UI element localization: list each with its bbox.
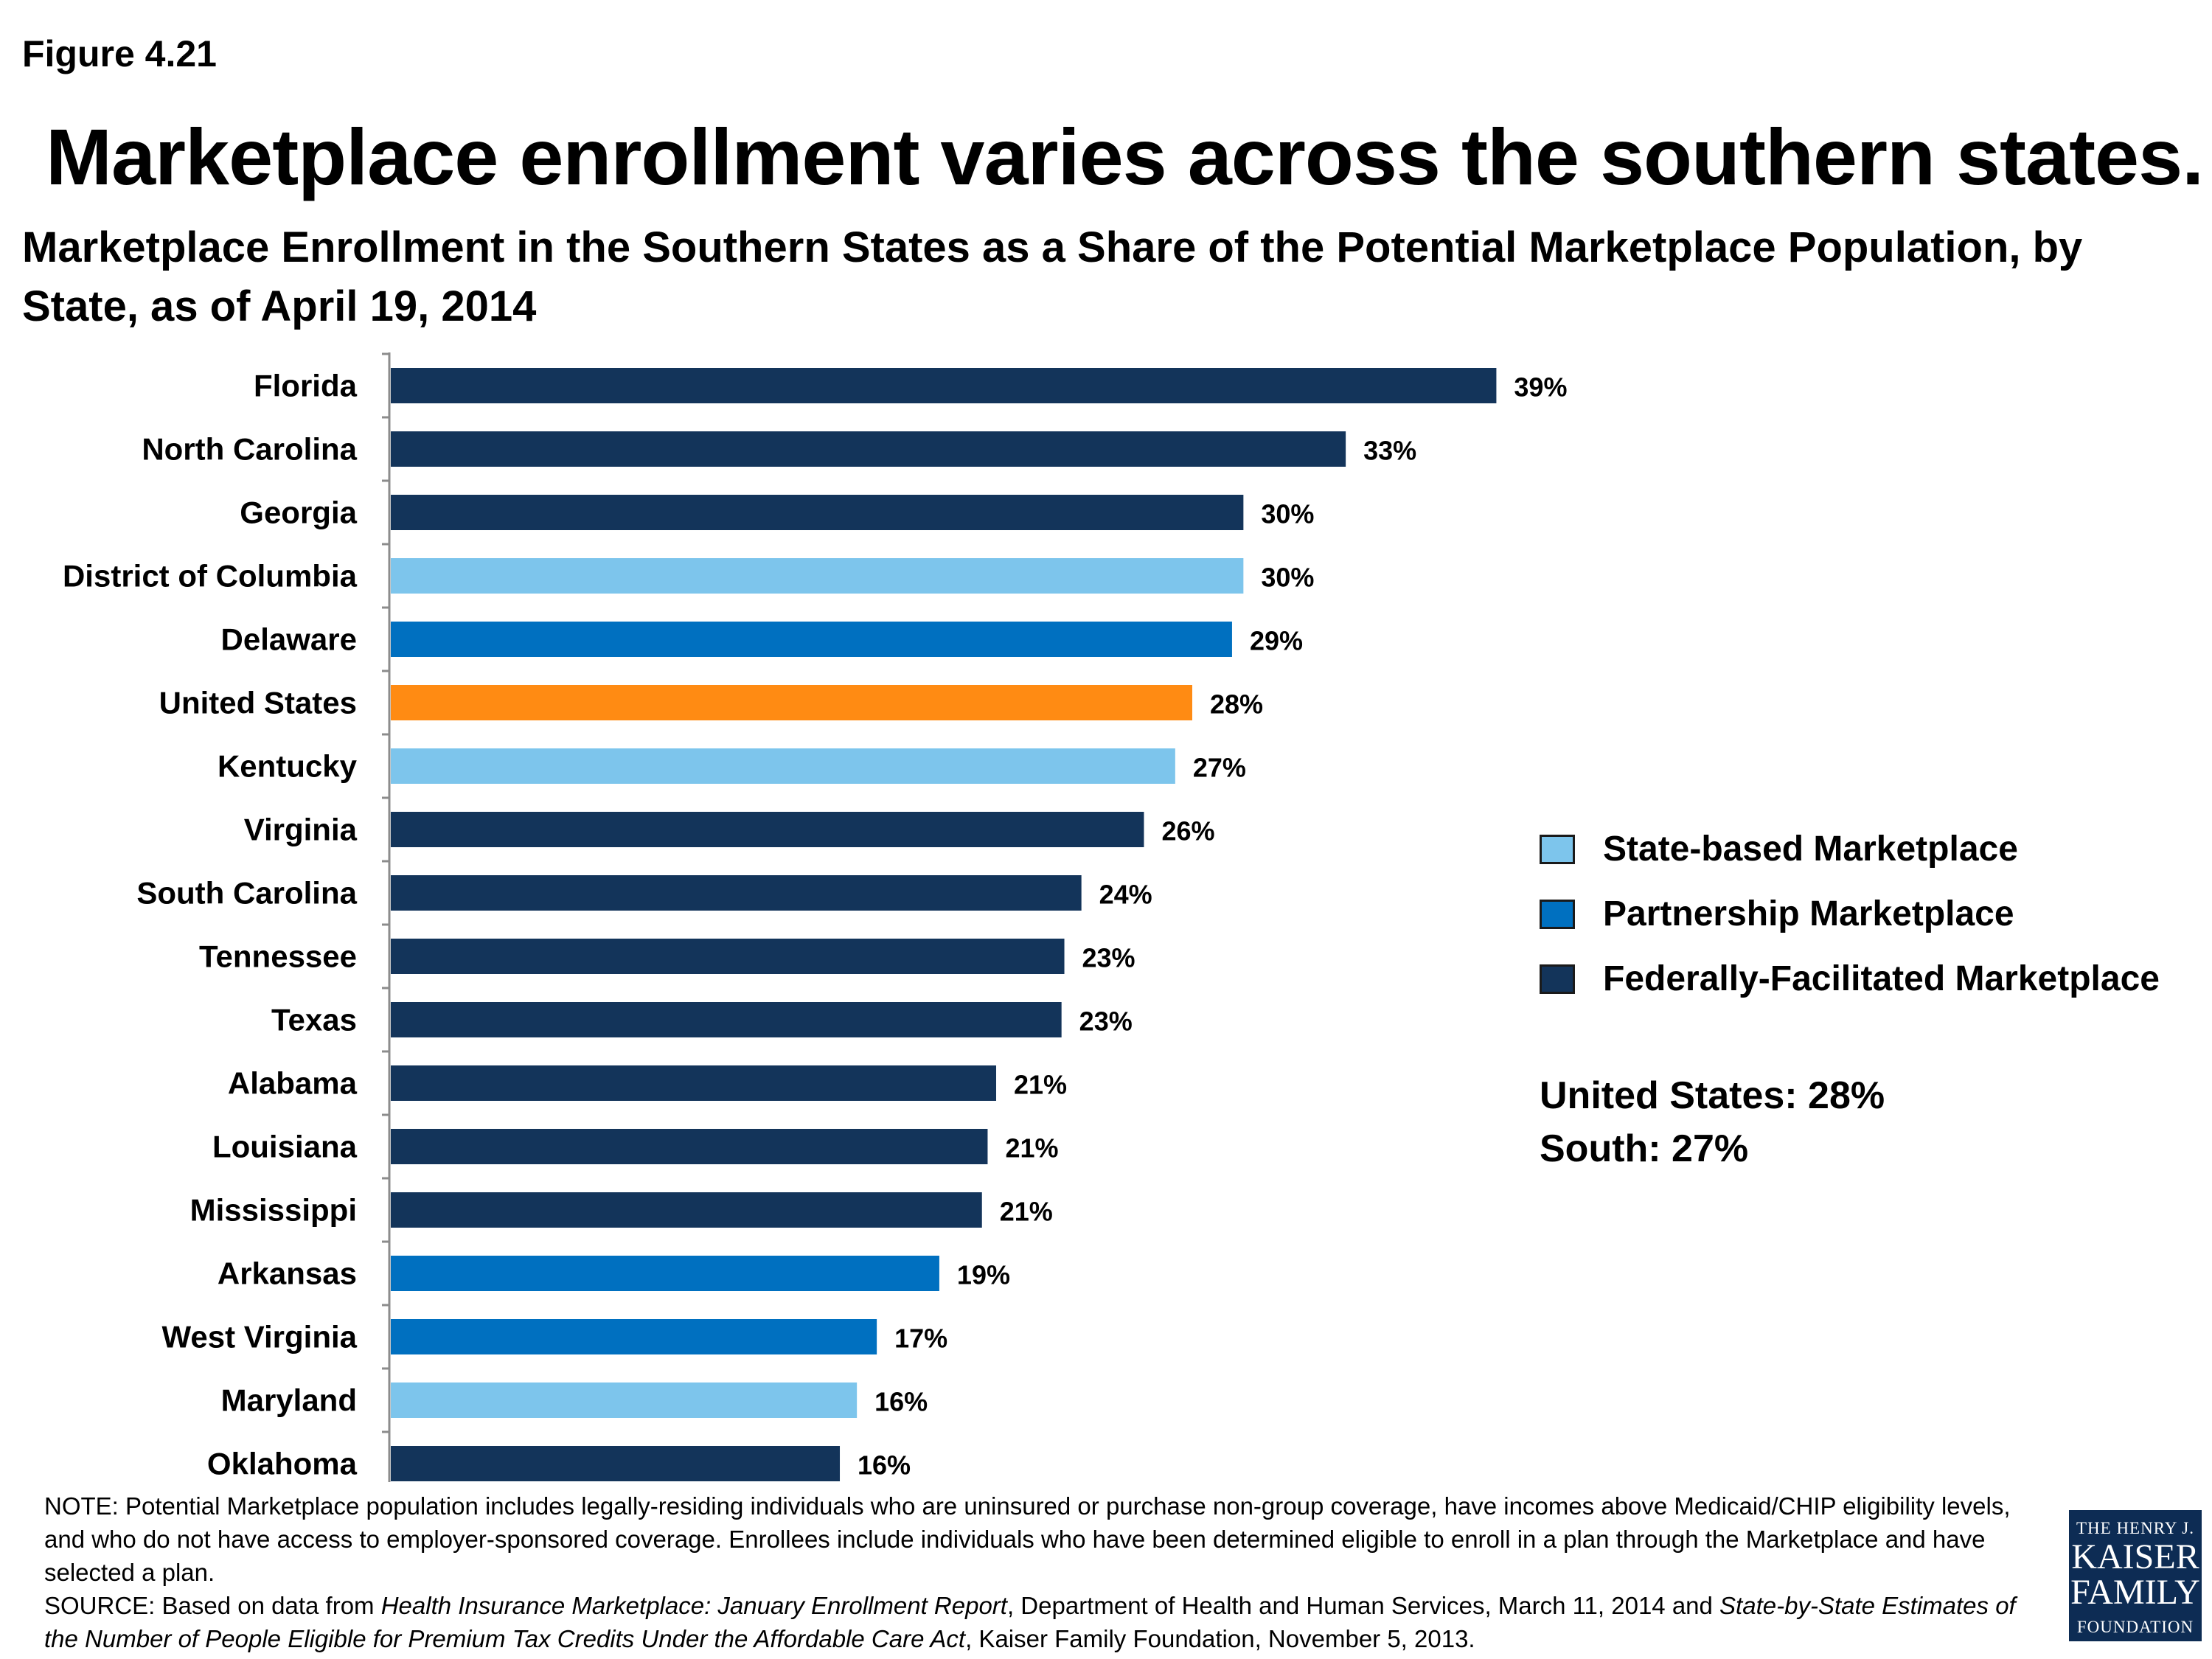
bar-virginia	[391, 812, 1144, 847]
bar-north-carolina	[391, 431, 1346, 467]
category-label-west-virginia: West Virginia	[161, 1320, 357, 1354]
category-label-tennessee: Tennessee	[199, 939, 357, 974]
bar-west-virginia	[391, 1319, 877, 1354]
legend-label-federal: Federally-Facilitated Marketplace	[1603, 959, 2160, 998]
bar-south-carolina	[391, 875, 1082, 911]
data-label-oklahoma: 16%	[858, 1450, 911, 1481]
headline: Marketplace enrollment varies across the…	[46, 112, 2204, 201]
bar-texas	[391, 1002, 1062, 1037]
category-label-maryland: Maryland	[221, 1383, 357, 1418]
data-label-texas: 23%	[1079, 1006, 1133, 1037]
data-label-maryland: 16%	[874, 1387, 928, 1417]
data-label-north-carolina: 33%	[1363, 436, 1416, 466]
data-label-mississippi: 21%	[1000, 1197, 1053, 1227]
data-label-delaware: 29%	[1250, 626, 1303, 656]
legend-label-partnership: Partnership Marketplace	[1603, 894, 2014, 933]
bar-district-of-columbia	[391, 558, 1244, 594]
category-label-louisiana: Louisiana	[212, 1130, 358, 1164]
source-note: NOTE: Potential Marketplace population i…	[44, 1489, 2035, 1655]
category-label-alabama: Alabama	[228, 1066, 358, 1101]
data-label-kentucky: 27%	[1193, 753, 1246, 783]
kff-logo: THE HENRY J. KAISER FAMILY FOUNDATION	[2069, 1510, 2202, 1641]
data-label-florida: 39%	[1514, 372, 1567, 403]
summary-box: United States: 28% South: 27%	[1540, 1069, 1885, 1175]
category-label-kentucky: Kentucky	[218, 749, 358, 784]
bar-georgia	[391, 495, 1244, 530]
data-label-alabama: 21%	[1014, 1070, 1067, 1100]
chart-title: Marketplace Enrollment in the Southern S…	[22, 223, 2083, 330]
bar-maryland	[391, 1382, 858, 1418]
summary-south: South: 27%	[1540, 1127, 1749, 1170]
legend-label-state-based: State-based Marketplace	[1603, 830, 2018, 869]
data-label-georgia: 30%	[1261, 499, 1314, 529]
note-text: NOTE: Potential Marketplace population i…	[44, 1492, 2011, 1586]
bar-kentucky	[391, 748, 1175, 784]
figure-label: Figure 4.21	[22, 33, 217, 74]
category-label-arkansas: Arkansas	[218, 1256, 357, 1291]
legend-swatch-state-based	[1540, 835, 1575, 864]
bar-chart: Florida 39% North Carolina 33% Georgia 30% Dis…	[63, 352, 1567, 1482]
bar-united-states	[391, 685, 1192, 720]
source-text: SOURCE: Based on data from Health Insura…	[44, 1592, 2016, 1652]
data-label-arkansas: 19%	[957, 1260, 1010, 1290]
category-label-georgia: Georgia	[240, 495, 357, 530]
category-label-north-carolina: North Carolina	[142, 432, 357, 467]
data-label-united-states: 28%	[1210, 689, 1263, 720]
bar-louisiana	[391, 1129, 988, 1164]
bar-alabama	[391, 1065, 997, 1101]
summary-us: United States: 28%	[1540, 1074, 1885, 1117]
bar-florida	[391, 368, 1497, 403]
data-label-south-carolina: 24%	[1099, 880, 1152, 910]
data-label-louisiana: 21%	[1005, 1133, 1058, 1164]
legend-swatch-partnership	[1540, 900, 1575, 929]
data-label-tennessee: 23%	[1082, 943, 1135, 973]
bar-delaware	[391, 622, 1232, 657]
category-label-delaware: Delaware	[221, 622, 357, 657]
category-label-virginia: Virginia	[244, 813, 358, 847]
data-label-district-of-columbia: 30%	[1261, 563, 1314, 593]
category-label-mississippi: Mississippi	[190, 1193, 357, 1228]
data-label-west-virginia: 17%	[894, 1324, 947, 1354]
category-label-oklahoma: Oklahoma	[207, 1447, 358, 1481]
category-label-united-states: United States	[159, 686, 357, 720]
bar-mississippi	[391, 1192, 982, 1228]
bar-arkansas	[391, 1256, 939, 1291]
category-label-texas: Texas	[271, 1003, 357, 1037]
data-label-virginia: 26%	[1161, 816, 1214, 846]
category-label-florida: Florida	[254, 369, 358, 403]
bar-oklahoma	[391, 1446, 841, 1481]
legend-swatch-federal	[1540, 964, 1575, 994]
bar-tennessee	[391, 939, 1065, 974]
category-label-south-carolina: South Carolina	[136, 876, 357, 911]
category-label-district-of-columbia: District of Columbia	[63, 559, 358, 594]
